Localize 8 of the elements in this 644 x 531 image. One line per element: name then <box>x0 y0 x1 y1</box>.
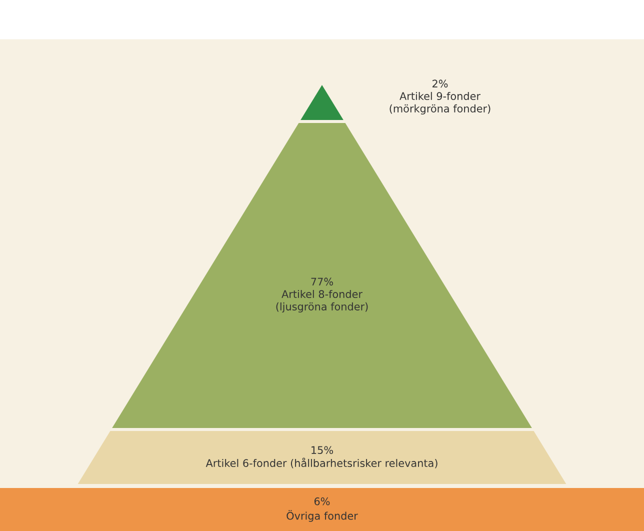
category-label: Artikel 9-fonder (mörkgröna fonder) <box>390 92 490 114</box>
category-label: Övriga fonder <box>286 510 358 522</box>
category-label: Artikel 8-fonder (ljusgröna fonder) <box>276 290 368 312</box>
data-label: 2% <box>432 80 448 88</box>
data-label: 77% <box>311 278 333 286</box>
data-label: 15% <box>312 446 333 454</box>
category-label: Artikel 6-fonder (hållbarhetsrisker relevanta) <box>206 458 438 468</box>
data-label: 6% <box>314 497 330 506</box>
